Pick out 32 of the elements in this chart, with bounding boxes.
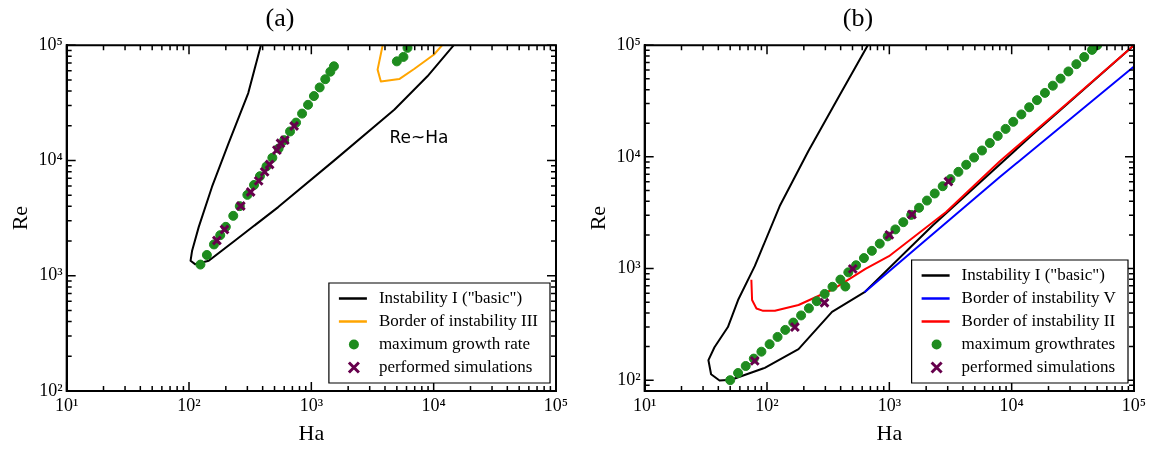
x-tick-label: 10⁵ [1121,394,1147,415]
x-tick-label: 10⁴ [999,394,1024,415]
y-tick-label: 10² [617,368,641,389]
x-axis-title: Ha [876,419,903,445]
x-tick-label: 10⁵ [543,394,569,415]
x-axis-title: Ha [298,419,325,445]
legend-label: Border of instability V [961,287,1117,307]
legend-label: maximum growth rate [378,333,530,353]
x-tick-label: 10⁴ [421,394,446,415]
legend-label: performed simulations [961,356,1116,376]
y-tick-label: 10⁴ [38,149,63,170]
x-tick-label: 10² [755,394,779,415]
legend-label: Border of instability III [378,310,539,330]
legend-label: Instability I ("basic") [961,264,1105,284]
legend-label: performed simulations [378,356,533,376]
x-tick-label: 10² [177,394,201,415]
chart-title: (a) [265,3,295,33]
legend-label: maximum growthrates [961,333,1116,353]
y-tick-label: 10³ [617,257,642,278]
y-tick-label: 10⁴ [616,145,641,166]
chart-title: (b) [842,3,874,33]
legend-label: Instability I ("basic") [378,287,523,307]
x-tick-label: 10³ [299,394,324,415]
y-tick-label: 10⁵ [38,33,63,54]
legend-label: Border of instability II [961,310,1116,330]
x-tick-label: 10¹ [632,394,657,415]
y-tick-label: 10⁵ [616,33,641,54]
y-tick-label: 10³ [39,264,64,285]
x-tick-label: 10³ [877,394,902,415]
annotation: Re~Ha [389,126,449,147]
y-axis-title: Re [584,205,610,231]
y-axis-title: Re [6,205,32,231]
